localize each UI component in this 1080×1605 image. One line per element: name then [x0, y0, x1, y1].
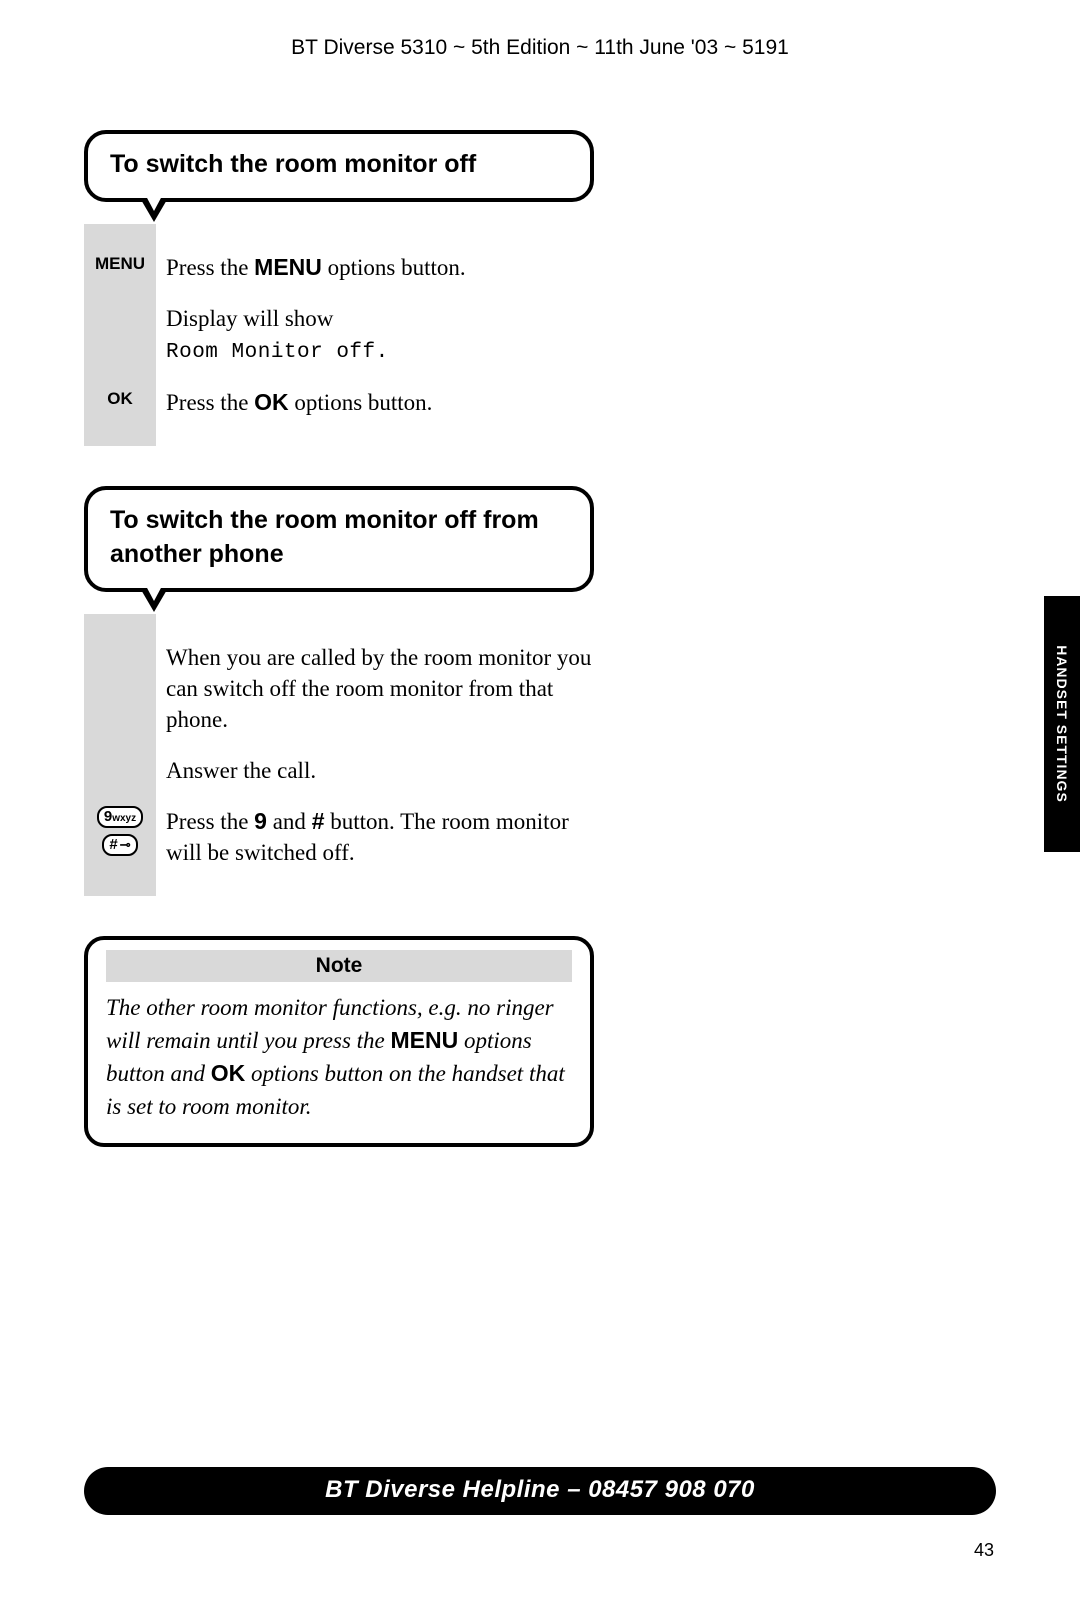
step-intro: When you are called by the room monitor …: [166, 642, 594, 735]
text: and: [267, 809, 312, 834]
callout-title: To switch the room monitor off from anot…: [84, 486, 594, 592]
step-text: Answer the call.: [166, 755, 594, 786]
callout-tail-icon: [140, 198, 168, 222]
bold-text: #: [312, 808, 325, 834]
text: Display will show: [166, 306, 333, 331]
key-main: #: [109, 837, 117, 852]
step-display: Display will show Room Monitor off.: [166, 303, 594, 367]
section-tab-label: HANDSET SETTINGS: [1054, 645, 1070, 803]
steps-block-1: MENU Press the MENU options button. Disp…: [84, 224, 594, 446]
step-text: Press the 9 and # button. The room monit…: [166, 806, 594, 868]
note-title: Note: [106, 950, 572, 982]
step-answer: Answer the call.: [166, 755, 594, 786]
step-text: Press the MENU options button.: [166, 252, 594, 283]
text: options button.: [322, 255, 466, 280]
step-label-ok: OK: [84, 389, 156, 409]
key-hash-icon: #⊸: [102, 834, 137, 856]
text: Press the: [166, 390, 254, 415]
callout-title: To switch the room monitor off: [84, 130, 594, 202]
helpline-footer: BT Diverse Helpline – 08457 908 070: [84, 1467, 996, 1515]
callout-tail-icon: [140, 588, 168, 612]
key-main: 9: [104, 809, 112, 824]
step-text: Press the OK options button.: [166, 387, 594, 418]
document-header: BT Diverse 5310 ~ 5th Edition ~ 11th Jun…: [0, 36, 1080, 60]
step-text: Display will show Room Monitor off.: [166, 303, 594, 367]
lcd-text: Room Monitor off.: [166, 341, 389, 364]
bold-text: OK: [254, 389, 289, 415]
bold-text: OK: [211, 1060, 246, 1086]
key-icons: 9wxyz #⊸: [84, 806, 156, 856]
callout-switch-off-remote: To switch the room monitor off from anot…: [84, 486, 594, 592]
key-sub: wxyz: [112, 814, 136, 824]
bold-text: MENU: [391, 1027, 459, 1053]
page-number: 43: [974, 1540, 994, 1561]
section-tab: HANDSET SETTINGS: [1044, 596, 1080, 852]
note-body: The other room monitor functions, e.g. n…: [106, 992, 572, 1123]
key-9-icon: 9wxyz: [97, 806, 143, 828]
bold-text: MENU: [254, 254, 322, 280]
note-box: Note The other room monitor functions, e…: [84, 936, 594, 1147]
text: Press the: [166, 809, 254, 834]
text: Press the: [166, 255, 254, 280]
step-text: When you are called by the room monitor …: [166, 642, 594, 735]
bold-text: 9: [254, 808, 267, 834]
step-menu: MENU Press the MENU options button.: [166, 252, 594, 283]
steps-block-2: When you are called by the room monitor …: [84, 614, 594, 896]
main-content: To switch the room monitor off MENU Pres…: [84, 130, 594, 1147]
step-press-keys: 9wxyz #⊸ Press the 9 and # button. The r…: [166, 806, 594, 868]
callout-switch-off: To switch the room monitor off: [84, 130, 594, 202]
step-ok: OK Press the OK options button.: [166, 387, 594, 418]
step-label-menu: MENU: [84, 254, 156, 274]
text: options button.: [289, 390, 433, 415]
key-symbol: ⊸: [120, 838, 131, 851]
